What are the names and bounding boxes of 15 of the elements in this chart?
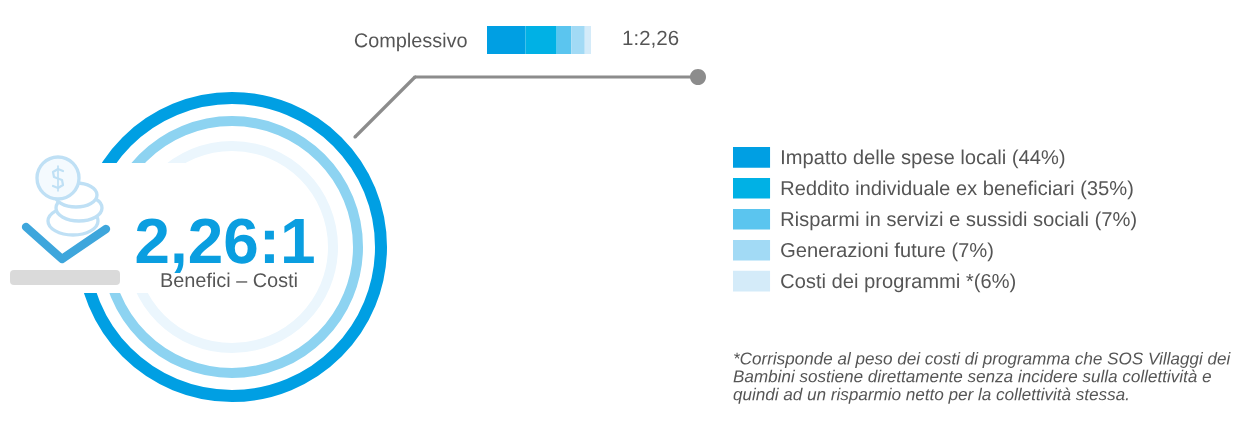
- bar: [571, 26, 585, 54]
- text: 2,26:1: [136, 218, 314, 273]
- y-tick-label: Complessivo: [354, 32, 467, 52]
- text: 1:2,26: [623, 30, 679, 48]
- text: *Corrisponde al peso dei costi di programma che SOS Villaggi dei Bambini sostiene direttamente senza incidere sulla collettività e quindi ad un risparmio netto per la collettività stessa.: [733, 352, 1231, 404]
- legend-label: Reddito individuale ex beneficiari (35%): [781, 180, 1133, 200]
- bar: [556, 26, 572, 54]
- legend-label: Risparmi in servizi e sussidi sociali (7%): [781, 211, 1136, 231]
- legend-label: Impatto delle spese locali (44%): [781, 149, 1065, 169]
- bar: [584, 26, 591, 54]
- bar: [487, 26, 526, 54]
- legend-label: Generazioni future (7%): [781, 242, 993, 262]
- legend-label: Costi dei programmi *(6%): [781, 273, 1016, 293]
- text: Benefici – Costi: [161, 272, 297, 288]
- bar: [525, 26, 557, 54]
